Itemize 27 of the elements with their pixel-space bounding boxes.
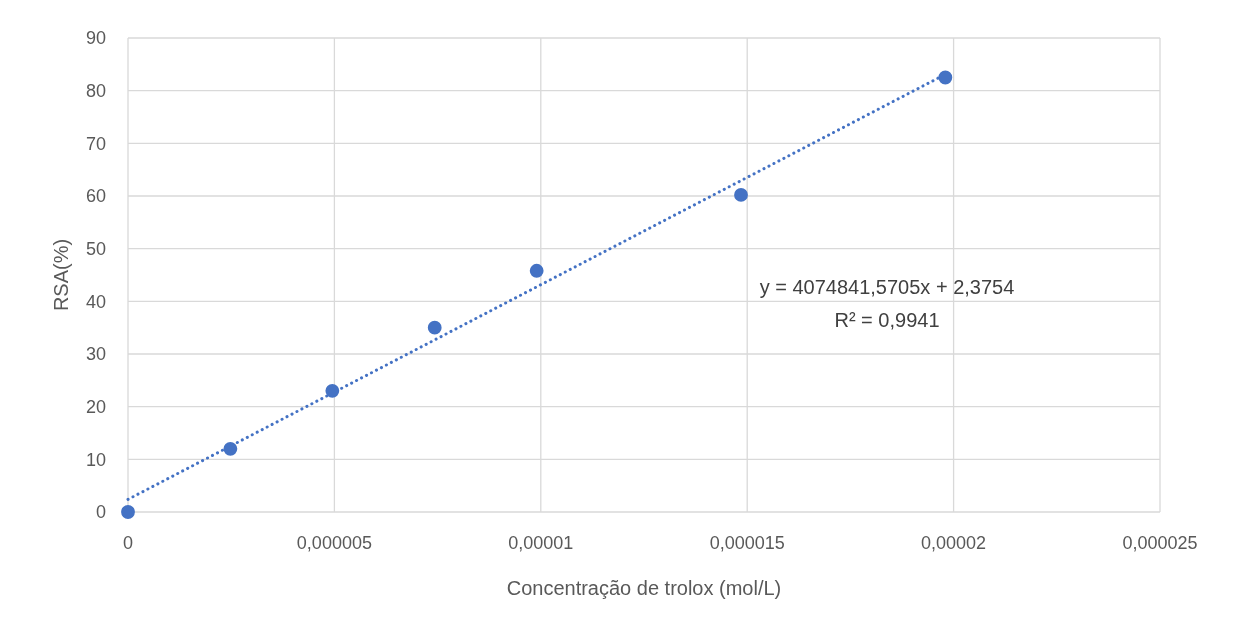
annotation: R² = 0,9941 <box>834 309 940 331</box>
y-tick-label: 20 <box>85 396 106 417</box>
y-tick-label: 80 <box>85 80 106 101</box>
y-tick-label: 0 <box>95 502 106 523</box>
y-tick-label: 40 <box>85 291 106 312</box>
y-tick-label: 60 <box>85 186 106 207</box>
x-tick-label: 0,000025 <box>1122 533 1198 553</box>
y-tick-label: 90 <box>85 28 106 49</box>
point <box>223 441 238 456</box>
point <box>938 70 953 85</box>
x-tick-label: 0,00002 <box>921 533 987 553</box>
point <box>325 383 340 398</box>
y-tick-label: 50 <box>85 238 106 259</box>
y-tick-label: 10 <box>85 449 106 470</box>
x-tick-label: 0,00001 <box>508 533 574 553</box>
y-axis-title: RSA(%) <box>50 238 72 312</box>
point <box>121 505 135 519</box>
point <box>427 320 442 335</box>
x-axis-title: Concentração de trolox (mol/L) <box>506 577 782 599</box>
annotation: y = 4074841,5705x + 2,3754 <box>759 276 1015 298</box>
point <box>529 263 544 278</box>
x-tick-label: 0,000015 <box>709 533 785 553</box>
y-tick-label: 70 <box>85 133 106 154</box>
x-tick-label: 0 <box>122 533 134 553</box>
x-tick-label: 0,000005 <box>296 533 372 553</box>
y-tick-label: 30 <box>85 344 106 365</box>
point <box>734 188 748 202</box>
